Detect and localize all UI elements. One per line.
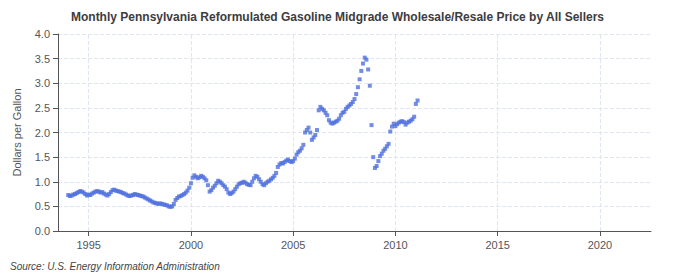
svg-text:4.0: 4.0: [35, 28, 50, 40]
svg-text:2.5: 2.5: [35, 102, 50, 114]
svg-text:Monthly Pennsylvania Reformula: Monthly Pennsylvania Reformulated Gasoli…: [71, 10, 604, 24]
svg-text:1995: 1995: [76, 239, 100, 251]
svg-text:2020: 2020: [588, 239, 612, 251]
svg-text:3.0: 3.0: [35, 77, 50, 89]
svg-text:2000: 2000: [179, 239, 203, 251]
svg-text:Dollars per Gallon: Dollars per Gallon: [11, 88, 23, 176]
svg-text:1.0: 1.0: [35, 176, 50, 188]
svg-text:1.5: 1.5: [35, 151, 50, 163]
svg-text:0.5: 0.5: [35, 200, 50, 212]
svg-text:2005: 2005: [281, 239, 305, 251]
svg-text:0.0: 0.0: [35, 225, 50, 237]
svg-text:2.0: 2.0: [35, 127, 50, 139]
svg-text:3.5: 3.5: [35, 53, 50, 65]
svg-text:Source: U.S. Energy Informatio: Source: U.S. Energy Information Administ…: [10, 261, 220, 272]
svg-text:2015: 2015: [485, 239, 509, 251]
svg-text:2010: 2010: [383, 239, 407, 251]
